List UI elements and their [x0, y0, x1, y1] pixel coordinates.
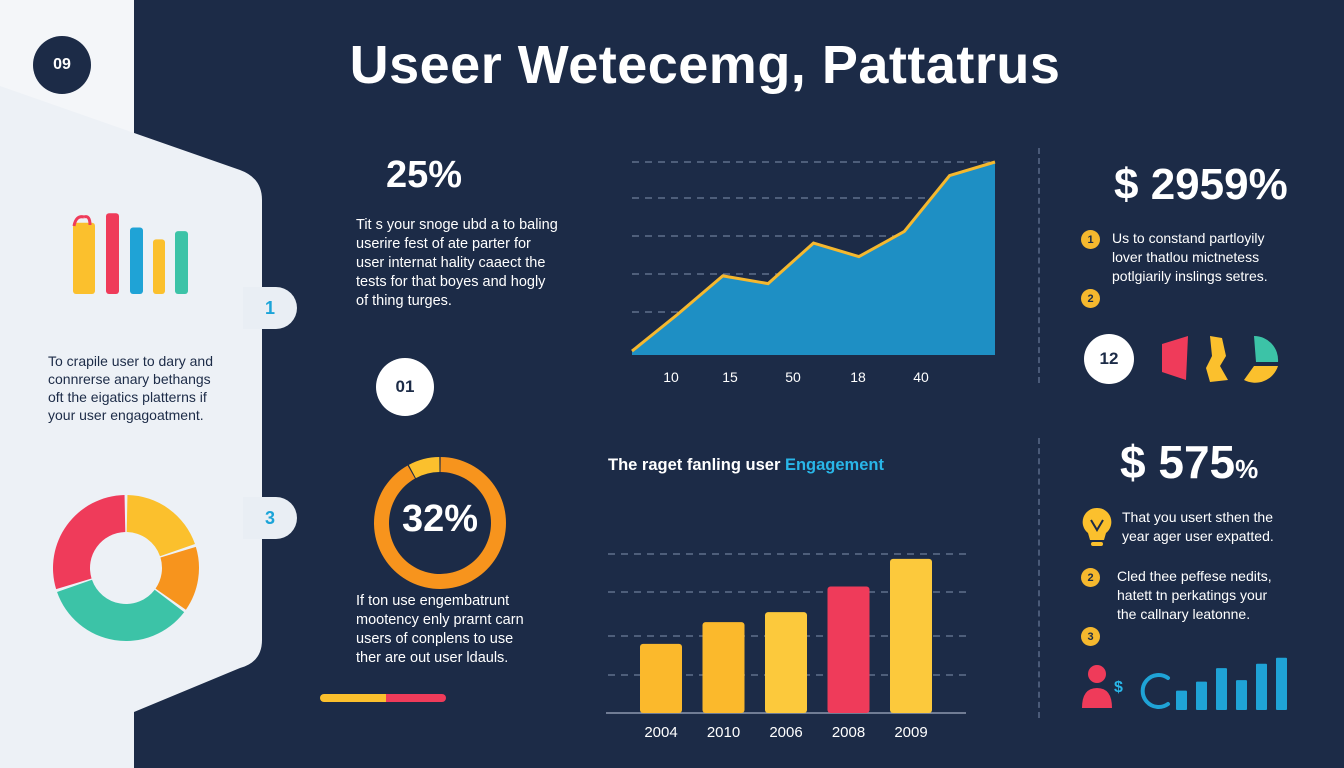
right-paragraph-1: Us to constand partloyily lover thatlou … — [1112, 229, 1312, 286]
area-line — [631, 160, 996, 353]
stat-575: $ 575% — [1120, 435, 1258, 489]
badge-12: 12 — [1084, 334, 1134, 384]
list-number-1: 1 — [1081, 230, 1100, 249]
divider — [1038, 438, 1040, 718]
text-line: That you usert sthen the — [1122, 509, 1273, 525]
bar-chart-title: The raget fanling user Engagement — [608, 456, 884, 475]
list-number-3: 3 — [1081, 627, 1100, 646]
x-tick-label: 2006 — [769, 724, 802, 741]
bar — [1176, 690, 1187, 710]
text-line: Us to constand partloyily — [1112, 230, 1265, 246]
bar — [106, 213, 119, 294]
text-line: ther are out user ldauls. — [356, 650, 509, 666]
text-line: mootency enly prarnt carn — [356, 612, 524, 628]
x-tick-label: 2010 — [707, 724, 740, 741]
yellow-pie-icon — [1244, 366, 1278, 383]
yellow-shape-icon — [1206, 336, 1228, 382]
x-tick-label: 15 — [722, 369, 738, 385]
x-tick-label: 2008 — [832, 724, 865, 741]
text-line: Cled thee peffese nedits, — [1117, 568, 1272, 584]
badge-01: 01 — [376, 358, 434, 416]
x-tick-label: 2004 — [644, 724, 677, 741]
bar — [1216, 668, 1227, 710]
bar — [1236, 680, 1247, 710]
left-paragraph: To crapile user to dary and connrerse an… — [48, 352, 248, 424]
text-line: users of conplens to use — [356, 631, 514, 647]
stat-32: 32% — [401, 498, 479, 540]
list-number-2: 2 — [1081, 289, 1100, 308]
donut-slice — [155, 546, 200, 610]
teal-pie-icon — [1254, 335, 1279, 362]
loading-arc-icon — [1140, 673, 1170, 709]
right-paragraph-3: Cled thee peffese nedits, hatett tn perk… — [1117, 567, 1317, 624]
bar-decoration — [72, 215, 92, 227]
bar — [827, 586, 870, 713]
svg-text:$: $ — [1114, 679, 1123, 696]
donut-slice — [53, 495, 126, 590]
bar — [1276, 657, 1287, 710]
bar — [175, 231, 188, 294]
donut-slice — [408, 457, 440, 479]
progress-segment-red — [386, 694, 446, 702]
text-line: user internat hality caaect the — [356, 255, 546, 271]
paragraph-25: Tit s your snoge ubd a to baling userire… — [356, 216, 576, 311]
progress-ring-32 — [374, 457, 506, 589]
stat-575-suffix: % — [1235, 454, 1259, 484]
page-title: Useer Wetecemg, Pattatrus — [349, 35, 1061, 95]
progress-segment-yellow — [320, 694, 386, 702]
red-shape-icon — [1162, 336, 1188, 380]
stat-575-main: $ 575 — [1120, 436, 1236, 488]
text-line: If ton use engembatrunt — [356, 593, 510, 609]
bar — [73, 222, 95, 294]
text-line: connrerse anary bethangs — [48, 371, 211, 387]
bar — [765, 612, 807, 713]
text-line: of thing turges. — [356, 293, 452, 309]
list-number-2b: 2 — [1081, 568, 1100, 587]
bar — [640, 643, 682, 713]
page-number-badge: 09 — [33, 36, 91, 94]
right-paragraph-2: That you usert sthen the year ager user … — [1122, 508, 1322, 546]
user-dollar-icon: $ — [1082, 665, 1123, 708]
x-tick-label: 2009 — [894, 724, 927, 741]
x-tick-label: 18 — [850, 369, 866, 385]
text-line: the callnary leatonne. — [1117, 606, 1251, 622]
shape-icons — [1162, 335, 1279, 383]
bar — [1256, 663, 1267, 710]
text-line: userire fest of ate parter for — [356, 236, 531, 252]
area-fill — [632, 162, 995, 355]
bar — [890, 558, 932, 713]
area-chart: 10 15 50 18 40 — [631, 160, 996, 385]
text-line: To crapile user to dary and — [48, 353, 213, 369]
donut-slice — [126, 495, 195, 557]
text-line: lover thatlou mictnetess — [1112, 249, 1260, 265]
section-tab-1[interactable]: 1 — [243, 287, 297, 329]
bar — [702, 622, 745, 713]
paragraph-32: If ton use engembatrunt mootency enly pr… — [356, 592, 576, 668]
lightbulb-icon — [1082, 507, 1112, 546]
text-line: Tit s your snoge ubd a to baling — [356, 217, 558, 233]
bar — [153, 239, 165, 294]
section-tab-3[interactable]: 3 — [243, 497, 297, 539]
bar — [130, 227, 143, 294]
text-line: tests for that boyes and hogly — [356, 274, 546, 290]
x-tick-label: 10 — [663, 369, 679, 385]
mini-bar-chart — [72, 213, 188, 294]
donut-chart-left — [53, 495, 200, 641]
text-line: oft the eigatics platterns if — [48, 389, 207, 405]
bar-chart-title-highlight: Engagement — [784, 456, 884, 474]
text-line: hatett tn perkatings your — [1117, 587, 1268, 603]
bar-chart: 2004 2010 2006 2008 2009 — [606, 553, 966, 741]
bar-chart-title-text: The raget fanling user — [608, 456, 785, 474]
text-line: your user engagoatment. — [48, 407, 204, 423]
text-line: potlgiarily inslings setres. — [1112, 268, 1268, 284]
donut-slice — [57, 579, 185, 641]
mini-bar-chart-right — [1176, 657, 1287, 710]
stat-2959: $ 2959% — [1114, 160, 1288, 209]
x-tick-label: 40 — [913, 369, 929, 385]
text-line: year ager user expatted. — [1122, 528, 1274, 544]
bar — [1196, 681, 1207, 710]
stat-25: 25% — [386, 154, 463, 196]
x-tick-label: 50 — [785, 369, 801, 385]
divider — [1038, 148, 1040, 383]
